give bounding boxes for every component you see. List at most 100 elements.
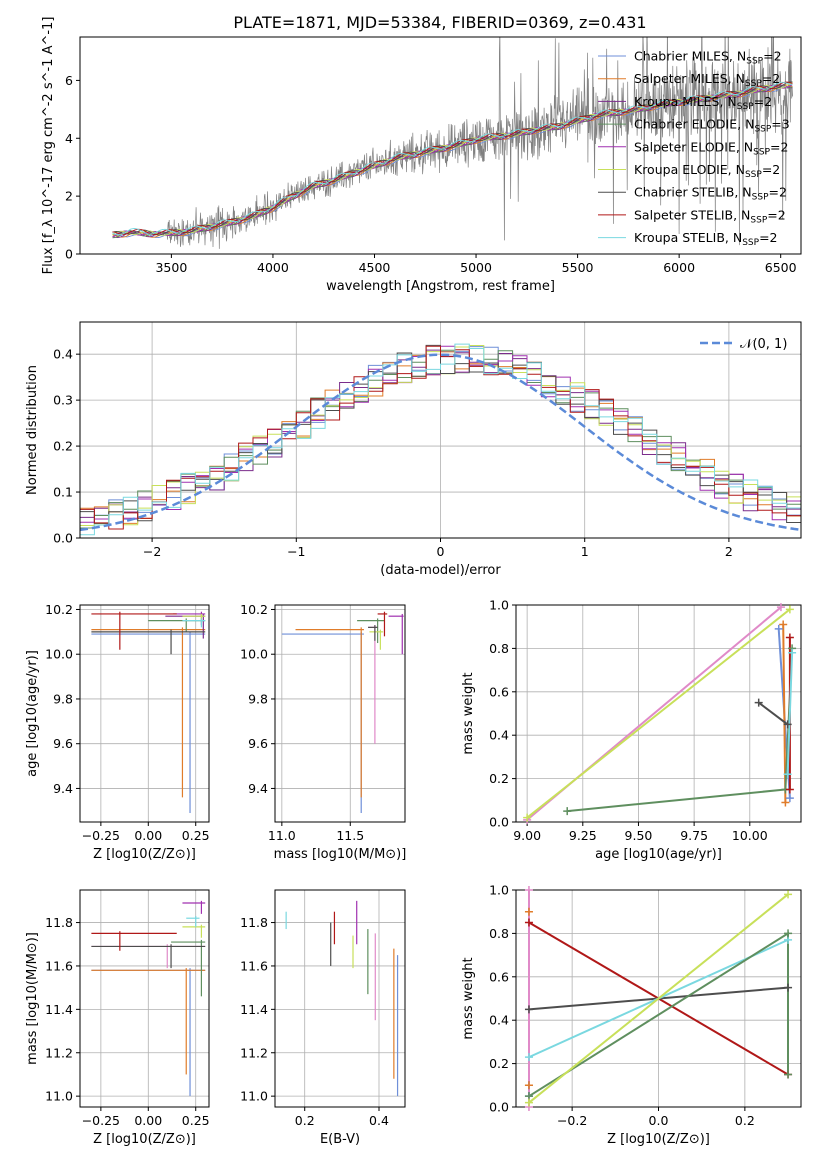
weight-marker [779,620,788,629]
x-axis-label: Z [log10(Z/Z⊙)] [93,1132,196,1147]
x-tick-label: −0.2 [557,1113,587,1128]
weight-line [758,701,789,726]
x-tick-label: 9.75 [680,828,708,843]
x-tick-label: 5500 [562,260,594,275]
legend-label: Chabrier STELIB, NSSP=2 [634,185,787,203]
legend-label: 𝒩(0, 1) [740,337,787,352]
y-tick-label: 0.1 [53,485,73,500]
x-tick-label: 10.00 [732,828,768,843]
residual-legend: 𝒩(0, 1) [700,337,787,352]
y-tick-label: 10.0 [240,647,268,662]
axes: 9.00 9.25 9.50 9.75 10.00 0.0 0.2 0.4 0.6 0.8 1.0 a… [461,598,802,862]
x-tick-label: 2 [725,544,733,559]
plot-area [281,611,404,814]
y-tick-label: 10.2 [240,602,268,617]
y-tick-label: 0 [65,247,73,262]
y-axis-label: Normed distribution [25,365,40,495]
plot-area [80,343,801,536]
axes: −0.25 0.00 0.25 9.4 9.6 9.8 10.0 10.2 Z [log10(Z… [25,602,210,862]
weight-marker [784,983,793,992]
y-tick-label: 4 [65,131,73,146]
axes: 11.0 11.5 9.4 9.6 9.8 10.0 10.2 mass [log10(M/M… [240,602,406,862]
y-tick-label: 11.2 [45,1045,73,1060]
panel-weight_vs_age: 9.00 9.25 9.50 9.75 10.00 0.0 0.2 0.4 0.6 0.8 1.0 a… [461,598,802,862]
axes-frame [79,604,210,823]
x-tick-label: 0.25 [182,828,210,843]
grid [80,605,209,822]
weight-marker [784,890,793,899]
y-axis-label: mass weight [461,957,476,1039]
y-tick-label: 0.3 [53,393,73,408]
x-axis-label: E(B-V) [320,1132,360,1147]
grid [275,890,405,1107]
axes-frame [515,604,802,823]
y-tick-label: 11.6 [45,958,73,973]
axes-frame [274,604,406,823]
gaussian-curve [80,353,801,532]
panel-spectrum: 3500 4000 4500 5000 5500 6000 6500 0 2 4 6 waveleng… [41,17,802,294]
axes: −0.25 0.00 0.25 11.0 11.2 11.4 11.6 11.8 Z [log1… [25,889,210,1147]
plot-area [112,37,793,249]
x-tick-label: 0.00 [134,828,162,843]
legend-label: Salpeter STELIB, NSSP=2 [634,207,786,225]
spectrum-model-line [112,81,793,236]
spectrum-model-line [112,81,793,236]
y-tick-label: 10.0 [45,647,73,662]
axes: 3500 4000 4500 5000 5500 6000 6500 0 2 4 6 waveleng… [41,17,802,294]
weight-marker [785,785,794,794]
y-tick-label: 0.0 [489,1100,509,1115]
plot-area [285,900,399,1097]
x-tick-label: −0.25 [82,828,120,843]
x-tick-label: 0.25 [182,1113,210,1128]
legend-label: Chabrier MILES, NSSP=2 [634,49,782,67]
y-tick-label: 11.8 [240,915,268,930]
x-tick-label: 0 [437,544,445,559]
x-tick-label: 0.2 [735,1113,755,1128]
y-tick-label: 1.0 [489,883,509,898]
axes: −0.2 0.0 0.2 0.0 0.2 0.4 0.6 0.8 1.0 Z [log10(Z/Z… [461,883,802,1147]
weight-line [526,608,791,819]
x-tick-label: 3500 [155,260,187,275]
x-tick-label: 9.50 [625,828,653,843]
weight-marker [524,1081,533,1090]
y-tick-label: 9.8 [53,691,73,706]
x-axis-label: wavelength [Angstrom, rest frame] [326,279,555,294]
y-tick-label: 2 [65,189,73,204]
weight-marker [523,813,532,822]
weight-marker [754,698,763,707]
axes-frame [79,889,210,1108]
y-tick-label: 9.6 [248,736,268,751]
y-tick-label: 0.0 [489,815,509,830]
axes: −2 −1 0 1 2 0.0 0.1 0.2 0.3 0.4 (data-model)/error… [25,321,802,578]
weight-line [567,648,794,813]
x-axis-label: (data-model)/error [380,563,501,578]
y-tick-label: 0.6 [489,684,509,699]
x-tick-label: 11.0 [268,828,296,843]
panel-mass_vs_Z: −0.25 0.00 0.25 11.0 11.2 11.4 11.6 11.8 Z [log1… [25,889,210,1147]
weight-marker [784,929,793,938]
y-tick-label: 11.0 [240,1089,268,1104]
x-tick-label: 0.4 [369,1113,389,1128]
panel-age_vs_Z: −0.25 0.00 0.25 9.4 9.6 9.8 10.0 10.2 Z [log10(Z… [25,602,210,862]
y-tick-label: 0.8 [489,641,509,656]
y-tick-label: 11.0 [45,1089,73,1104]
x-tick-label: −1 [287,544,305,559]
weight-line [782,624,787,803]
y-tick-label: 0.4 [53,347,73,362]
y-tick-label: 11.8 [45,915,73,930]
plot-area [526,606,794,821]
legend-label: Kroupa MILES, NSSP=2 [634,94,772,112]
x-tick-label: −0.25 [82,1113,120,1128]
panels: 3500 4000 4500 5000 5500 6000 6500 0 2 4 6 waveleng… [25,17,802,1147]
y-tick-label: 0.4 [489,728,509,743]
y-tick-label: 0.8 [489,926,509,941]
spectrum-data-line [112,37,793,249]
x-tick-label: 0.2 [295,1113,315,1128]
legend-label: Kroupa STELIB, NSSP=2 [634,230,778,248]
weight-marker [524,1053,533,1062]
y-tick-label: 0.2 [489,1056,509,1071]
y-tick-label: 0.0 [53,531,73,546]
legend-label: Salpeter ELODIE, NSSP=2 [634,139,788,157]
spectrum-legend: Chabrier MILES, NSSP=2 Salpeter MILES, NS… [598,49,790,248]
